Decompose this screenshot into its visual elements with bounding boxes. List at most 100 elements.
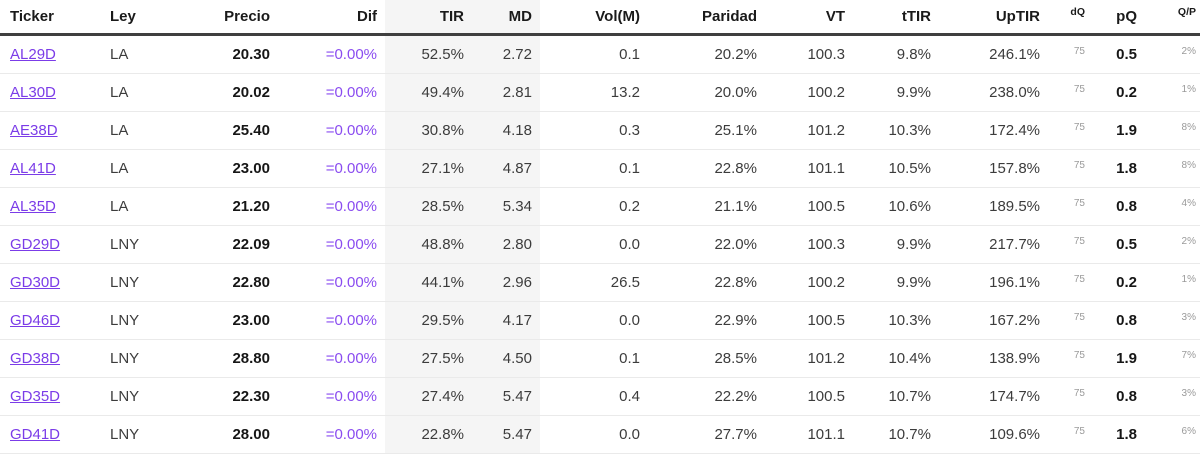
column-header-label: Ley <box>110 8 136 25</box>
cell-value: 0.0 <box>619 236 640 253</box>
cell-value: 0.2 <box>619 198 640 215</box>
cell-vt: 101.1 <box>765 149 853 188</box>
column-header-ticker[interactable]: Ticker <box>0 0 100 36</box>
cell-value: 217.7% <box>989 236 1040 253</box>
column-header-ttir[interactable]: tTIR <box>853 0 939 36</box>
table-header: Ticker Ley Precio Dif TIR MD Vol(M) Paridad VT tT… <box>0 0 1200 36</box>
cell-value: 75 <box>1073 312 1085 323</box>
cell-value: LNY <box>110 236 140 253</box>
cell-value: 172.4% <box>989 122 1040 139</box>
cell-value: 10.7% <box>888 426 931 443</box>
column-header-tir[interactable]: TIR <box>385 0 472 36</box>
cell-value: 100.5 <box>807 312 845 329</box>
cell-value: 0.1 <box>619 350 640 367</box>
cell-value: 101.2 <box>807 350 845 367</box>
column-header-label: tTIR <box>901 8 931 25</box>
ticker-link[interactable]: GD46D <box>10 312 61 329</box>
cell-value: 28.00 <box>232 426 270 443</box>
cell-value: 20.0% <box>714 84 757 101</box>
cell-precio: 22.30 <box>190 377 278 416</box>
ticker-link[interactable]: GD29D <box>10 236 61 253</box>
cell-value: 26.5 <box>610 274 640 291</box>
ticker-link[interactable]: GD30D <box>10 274 61 291</box>
cell-value: 101.2 <box>807 122 845 139</box>
cell-value: 1.8 <box>1116 160 1137 177</box>
cell-ttir: 10.3% <box>853 111 939 150</box>
cell-paridad: 22.9% <box>648 301 765 340</box>
cell-tir: 27.1% <box>385 149 472 188</box>
cell-value: 10.4% <box>888 350 931 367</box>
ticker-link[interactable]: AL30D <box>10 84 56 101</box>
cell-uptir: 167.2% <box>939 301 1048 340</box>
ticker-link[interactable]: AE38D <box>10 122 58 139</box>
cell-vt: 100.3 <box>765 225 853 264</box>
cell-value: 22.9% <box>714 312 757 329</box>
cell-value: =0.00% <box>325 160 377 177</box>
cell-uptir: 238.0% <box>939 73 1048 112</box>
cell-value: 9.9% <box>896 236 931 253</box>
cell-value: 157.8% <box>989 160 1040 177</box>
column-header-dq[interactable]: dQ <box>1048 0 1093 36</box>
cell-paridad: 21.1% <box>648 187 765 226</box>
table-body: AL29D LA 20.30 =0.00% 52.5% 2.72 0.1 20.2% 100.3… <box>0 34 1200 454</box>
cell-md: 5.47 <box>472 415 540 454</box>
cell-value: 22.8% <box>714 160 757 177</box>
column-header-vt[interactable]: VT <box>765 0 853 36</box>
cell-value: 189.5% <box>989 198 1040 215</box>
column-header-paridad[interactable]: Paridad <box>648 0 765 36</box>
cell-paridad: 25.1% <box>648 111 765 150</box>
cell-value: 22.8% <box>421 426 464 443</box>
cell-value: 0.2 <box>1116 84 1137 101</box>
cell-dq: 75 <box>1048 339 1093 378</box>
cell-value: 52.5% <box>421 46 464 63</box>
cell-value: 2.72 <box>502 46 532 63</box>
cell-ticker: AL41D <box>0 149 100 188</box>
cell-vol: 0.1 <box>540 339 648 378</box>
cell-value: 75 <box>1073 160 1085 171</box>
column-header-pq[interactable]: pQ <box>1093 0 1145 36</box>
cell-precio: 28.80 <box>190 339 278 378</box>
cell-value: 13.2 <box>610 84 640 101</box>
cell-value: 2.81 <box>502 84 532 101</box>
cell-value: 23.00 <box>232 160 270 177</box>
column-header-uptir[interactable]: UpTIR <box>939 0 1048 36</box>
cell-value: =0.00% <box>325 46 377 63</box>
ticker-link[interactable]: AL35D <box>10 198 56 215</box>
column-header-ley[interactable]: Ley <box>100 0 190 36</box>
cell-vol: 0.1 <box>540 149 648 188</box>
cell-value: 4.17 <box>502 312 532 329</box>
cell-value: 20.30 <box>232 46 270 63</box>
cell-tir: 28.5% <box>385 187 472 226</box>
cell-value: 174.7% <box>989 388 1040 405</box>
cell-dq: 75 <box>1048 377 1093 416</box>
column-header-qp[interactable]: Q/P <box>1145 0 1200 36</box>
cell-tir: 29.5% <box>385 301 472 340</box>
cell-value: 8% <box>1181 122 1196 133</box>
cell-tir: 30.8% <box>385 111 472 150</box>
cell-value: 196.1% <box>989 274 1040 291</box>
cell-ticker: GD29D <box>0 225 100 264</box>
cell-tir: 27.4% <box>385 377 472 416</box>
ticker-link[interactable]: AL29D <box>10 46 56 63</box>
table-row: AL41D LA 23.00 =0.00% 27.1% 4.87 0.1 22.8% 101.1… <box>0 149 1200 188</box>
cell-value: 0.0 <box>619 312 640 329</box>
column-header-vol[interactable]: Vol(M) <box>540 0 648 36</box>
ticker-link[interactable]: GD35D <box>10 388 61 405</box>
header-row: Ticker Ley Precio Dif TIR MD Vol(M) Paridad VT tT… <box>0 0 1200 36</box>
cell-vol: 0.0 <box>540 225 648 264</box>
cell-qp: 6% <box>1145 415 1200 454</box>
cell-value: 75 <box>1073 122 1085 133</box>
ticker-link[interactable]: GD38D <box>10 350 61 367</box>
column-header-md[interactable]: MD <box>472 0 540 36</box>
cell-value: 100.2 <box>807 274 845 291</box>
column-header-dif[interactable]: Dif <box>278 0 385 36</box>
ticker-link[interactable]: AL41D <box>10 160 56 177</box>
cell-value: LA <box>110 160 129 177</box>
column-header-precio[interactable]: Precio <box>190 0 278 36</box>
cell-value: 30.8% <box>421 122 464 139</box>
cell-ley: LA <box>100 111 190 150</box>
cell-md: 4.87 <box>472 149 540 188</box>
cell-ttir: 10.7% <box>853 415 939 454</box>
cell-dif: =0.00% <box>278 339 385 378</box>
ticker-link[interactable]: GD41D <box>10 426 61 443</box>
